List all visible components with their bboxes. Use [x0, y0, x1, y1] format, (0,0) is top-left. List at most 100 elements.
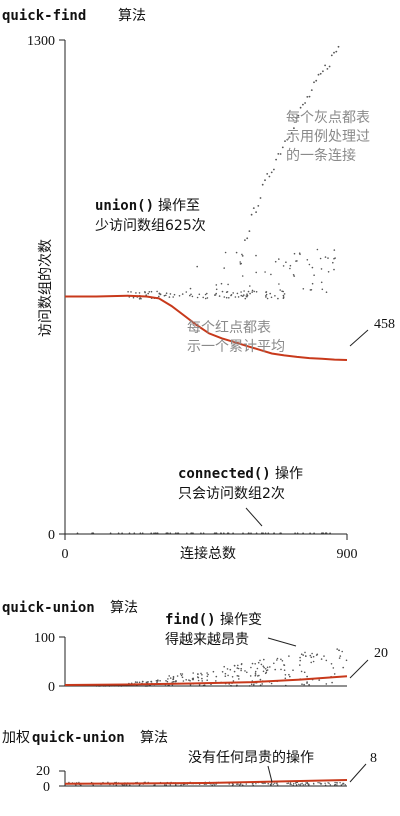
- connection-dot: [320, 268, 323, 270]
- connection-dot: [250, 666, 252, 669]
- connection-dot: [145, 681, 148, 684]
- connection-dot: [305, 655, 307, 657]
- connection-dot: [284, 677, 287, 680]
- connection-dot: [334, 783, 337, 786]
- connection-dot: [239, 263, 242, 265]
- connection-dot: [278, 258, 280, 260]
- connection-dot: [223, 267, 225, 269]
- connection-dot: [232, 680, 235, 682]
- connection-dot: [302, 784, 304, 786]
- connection-dot: [277, 784, 279, 786]
- connection-dot: [333, 51, 335, 54]
- connection-dot: [324, 64, 326, 67]
- connection-dot: [200, 672, 202, 675]
- connection-dot: [197, 676, 200, 679]
- connection-dot: [329, 784, 331, 786]
- connection-dot: [262, 670, 265, 673]
- connection-dot: [206, 292, 208, 295]
- connection-dot: [173, 293, 176, 296]
- connection-dot: [259, 678, 262, 681]
- connection-dot: [295, 117, 298, 119]
- chart1-union-code: union(): [95, 198, 154, 214]
- connection-dot: [172, 677, 175, 679]
- connection-dot: [247, 290, 250, 293]
- connection-dot: [148, 291, 151, 293]
- connection-dot: [270, 783, 273, 785]
- connection-dot: [171, 681, 174, 683]
- connection-dot: [238, 678, 240, 680]
- connection-dot: [136, 681, 138, 683]
- connection-dot: [244, 670, 246, 672]
- chart3-end-leader: [349, 763, 367, 783]
- connection-dot: [228, 783, 230, 785]
- connection-dot: [254, 672, 257, 674]
- connection-dot: [228, 297, 230, 299]
- connection-dot: [178, 295, 181, 297]
- connection-dot: [168, 675, 170, 677]
- chart2-title-code: quick-union: [2, 600, 95, 616]
- chart2-find-text1: 操作变: [220, 612, 262, 628]
- connection-dot: [229, 668, 232, 671]
- connection-dot: [141, 680, 144, 683]
- connection-dot: [288, 136, 291, 139]
- connection-dot: [165, 680, 167, 682]
- connection-dot: [240, 663, 243, 666]
- connection-dot: [306, 675, 309, 678]
- connection-dot: [130, 291, 132, 293]
- connection-dot: [188, 679, 190, 681]
- connection-dot: [342, 783, 344, 786]
- connection-dot: [306, 783, 309, 785]
- connection-dot: [339, 782, 341, 784]
- connection-dot: [299, 656, 301, 659]
- connection-dot: [250, 213, 253, 216]
- connection-dot: [302, 288, 305, 290]
- connection-dot: [168, 296, 171, 298]
- connection-dot: [335, 50, 338, 53]
- connection-dot: [235, 251, 238, 254]
- connection-dot: [311, 652, 313, 655]
- connection-dot: [215, 284, 218, 286]
- connection-dot: [80, 784, 82, 786]
- connection-dot: [225, 291, 228, 294]
- connection-dot: [319, 72, 322, 75]
- connection-dot: [165, 294, 167, 297]
- connection-dot: [322, 70, 324, 73]
- connection-dot: [241, 255, 244, 257]
- connection-dot: [320, 658, 323, 660]
- connection-dot: [156, 680, 159, 682]
- connection-dot: [327, 257, 329, 259]
- connection-dot: [245, 783, 247, 785]
- connection-dot: [297, 114, 300, 117]
- connection-dot: [206, 672, 208, 674]
- connection-dot: [293, 783, 295, 785]
- connection-dot: [295, 260, 297, 262]
- connection-dot: [290, 132, 293, 134]
- chart3-title-prefix: 加权: [2, 730, 30, 746]
- connection-dot: [189, 294, 191, 297]
- connection-dot: [242, 295, 244, 298]
- connection-dot: [308, 95, 311, 98]
- connection-dot: [327, 782, 329, 784]
- connection-dot: [293, 252, 296, 255]
- connection-dot: [244, 297, 247, 300]
- connection-dot: [211, 784, 213, 786]
- connection-dot: [280, 668, 282, 671]
- connection-dot: [267, 783, 270, 785]
- connection-dot: [236, 783, 238, 785]
- connection-dot: [224, 251, 227, 254]
- connection-dot: [324, 256, 327, 258]
- connection-dot: [240, 294, 243, 297]
- connection-dot: [287, 782, 290, 784]
- connection-dot: [279, 289, 282, 291]
- connection-dot: [300, 783, 302, 785]
- connection-dot: [268, 175, 271, 178]
- connection-dot: [333, 268, 335, 271]
- connection-dot: [328, 65, 331, 68]
- chart1-xtick-label-right: 900: [337, 547, 358, 562]
- connection-dot: [333, 249, 336, 251]
- connection-dot: [215, 675, 218, 678]
- connection-dot: [159, 293, 162, 296]
- connection-dot: [189, 680, 191, 682]
- connection-dot: [227, 283, 229, 286]
- connection-dot: [325, 659, 328, 662]
